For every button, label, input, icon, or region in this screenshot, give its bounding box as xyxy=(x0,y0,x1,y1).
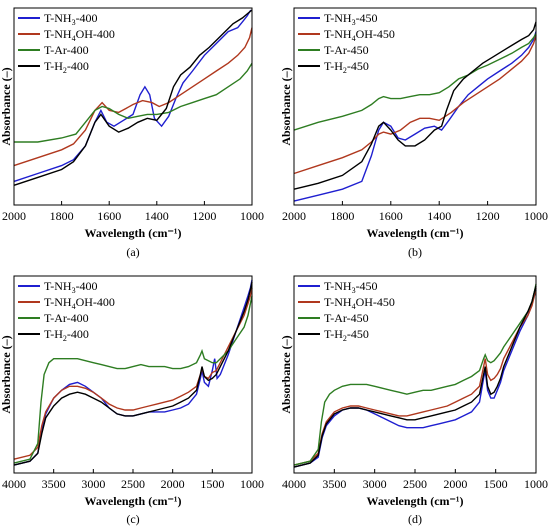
legend-entry: T-NH4OH-450 xyxy=(324,27,395,43)
legend-entry: T-NH3-400 xyxy=(44,279,98,295)
panel-caption: (b) xyxy=(408,245,422,259)
x-axis-label: Wavelength (cm⁻¹) xyxy=(367,494,464,508)
x-tick-label: 1000 xyxy=(240,209,264,223)
y-axis-label: Absorbance (–) xyxy=(279,335,293,413)
x-tick-label: 3000 xyxy=(363,477,387,491)
x-tick-label: 1000 xyxy=(240,477,264,491)
plot-frame xyxy=(293,7,537,206)
series-line-3 xyxy=(14,62,253,143)
x-axis-label: Wavelength (cm⁻¹) xyxy=(367,226,464,240)
x-tick-label: 1800 xyxy=(330,209,354,223)
legend-entry: T-Ar-450 xyxy=(324,311,369,325)
x-tick-label: 1500 xyxy=(484,477,508,491)
panel-caption: (d) xyxy=(408,512,422,526)
x-tick-label: 3500 xyxy=(42,477,66,491)
x-tick-label: 1500 xyxy=(200,477,224,491)
series-line-4 xyxy=(13,281,253,466)
legend-entry: T-NH3-450 xyxy=(324,11,378,27)
panel-c: 4000 3500 3000 2500 2000 1500 1000 Wavelength (… xyxy=(0,275,264,526)
series-line-2 xyxy=(13,287,253,460)
legend-entry: T-H2-400 xyxy=(44,327,89,343)
x-tick-label: 4000 xyxy=(2,477,26,491)
panel-a: 2000 1800 1600 1400 1200 1000 Wavelength (cm⁻¹… xyxy=(0,7,264,259)
x-tick-label: 1400 xyxy=(145,209,169,223)
y-axis-label: Absorbance (–) xyxy=(279,67,293,145)
plot-frame xyxy=(13,7,253,206)
series-line-4 xyxy=(293,285,537,468)
series-line-4 xyxy=(293,21,537,190)
legend-entry: T-Ar-400 xyxy=(44,43,89,57)
legend-entry: T-NH3-450 xyxy=(324,279,378,295)
legend-entry: T-NH4OH-400 xyxy=(44,27,115,43)
x-axis-label: Wavelength (cm⁻¹) xyxy=(85,226,182,240)
series-line-2 xyxy=(293,35,537,175)
panel-caption: (a) xyxy=(126,245,139,259)
y-axis-label: Absorbance (–) xyxy=(0,335,13,413)
x-tick-label: 1200 xyxy=(476,209,500,223)
series-line-3 xyxy=(13,295,253,464)
x-tick-label: 1600 xyxy=(97,209,121,223)
x-tick-label: 1800 xyxy=(50,209,74,223)
series-line-2 xyxy=(13,27,253,167)
legend-entry: T-Ar-450 xyxy=(324,43,369,57)
panel-caption: (c) xyxy=(126,512,139,526)
x-tick-label: 1000 xyxy=(524,477,548,491)
legend-entry: T-Ar-400 xyxy=(44,311,89,325)
legend-entry: T-H2-450 xyxy=(324,327,369,343)
x-tick-label: 2500 xyxy=(403,477,427,491)
x-tick-label: 2000 xyxy=(282,209,306,223)
legend-entry: T-NH4OH-400 xyxy=(44,295,115,311)
series-line-2 xyxy=(293,287,537,466)
x-tick-label: 2000 xyxy=(2,209,26,223)
x-tick-label: 2500 xyxy=(121,477,145,491)
series-line-1 xyxy=(293,31,537,202)
legend-entry: T-NH4OH-450 xyxy=(324,295,395,311)
legend-entry: T-H2-450 xyxy=(324,59,369,75)
x-tick-label: 1400 xyxy=(427,209,451,223)
x-tick-label: 4000 xyxy=(282,477,306,491)
legend-entry: T-H2-400 xyxy=(44,59,89,75)
x-axis-label: Wavelength (cm⁻¹) xyxy=(85,494,182,508)
x-tick-label: 3000 xyxy=(81,477,105,491)
x-tick-label: 1000 xyxy=(524,209,548,223)
x-tick-label: 3500 xyxy=(322,477,346,491)
legend-entry: T-NH3-400 xyxy=(44,11,98,27)
panel-d: 4000 3500 3000 2500 2000 1500 1000 Wavelength (… xyxy=(279,275,548,526)
series-line-3 xyxy=(293,283,537,466)
series-line-4 xyxy=(13,9,253,186)
x-tick-label: 1200 xyxy=(192,209,216,223)
panel-b: 2000 1800 1600 1400 1200 1000 Wavelength (cm⁻¹… xyxy=(279,7,548,259)
x-tick-label: 2000 xyxy=(443,477,467,491)
x-tick-label: 2000 xyxy=(161,477,185,491)
y-axis-label: Absorbance (–) xyxy=(0,67,13,145)
series-line-3 xyxy=(293,33,537,131)
x-tick-label: 1600 xyxy=(379,209,403,223)
